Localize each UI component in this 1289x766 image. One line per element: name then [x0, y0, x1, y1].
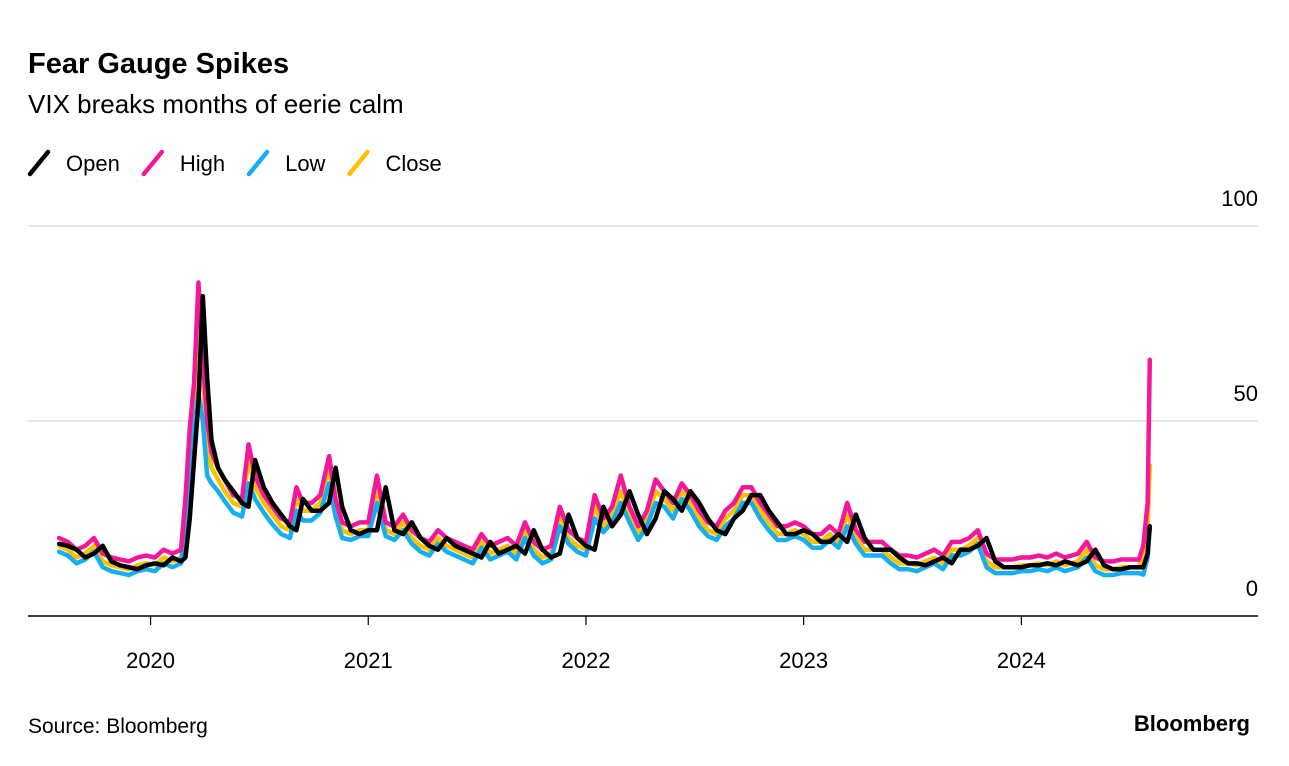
x-tick-label: 2021	[344, 648, 393, 673]
chart-title: Fear Gauge Spikes	[28, 48, 289, 80]
x-tick-label: 2023	[779, 648, 828, 673]
legend-swatch	[347, 149, 370, 177]
x-tick-label: 2022	[561, 648, 610, 673]
source: Source: Bloomberg	[28, 715, 208, 738]
legend-label: Open	[66, 151, 120, 176]
legend-swatch	[27, 149, 51, 177]
legend-label: Low	[285, 151, 325, 176]
legend-label: High	[180, 151, 225, 176]
series-line	[56, 280, 1153, 564]
legend-swatch	[141, 149, 165, 177]
series-line	[56, 293, 1153, 572]
x-tick-label: 2020	[126, 648, 175, 673]
y-tick-label: 100	[1221, 186, 1258, 211]
legend-label: Close	[385, 151, 441, 176]
y-tick-label: 0	[1246, 576, 1258, 601]
y-tick-label: 50	[1234, 381, 1258, 406]
legend-swatch	[246, 149, 270, 177]
logo: Bloomberg	[1134, 711, 1250, 736]
x-tick-label: 2024	[997, 648, 1046, 673]
chart-subtitle: VIX breaks months of eerie calm	[28, 89, 404, 119]
